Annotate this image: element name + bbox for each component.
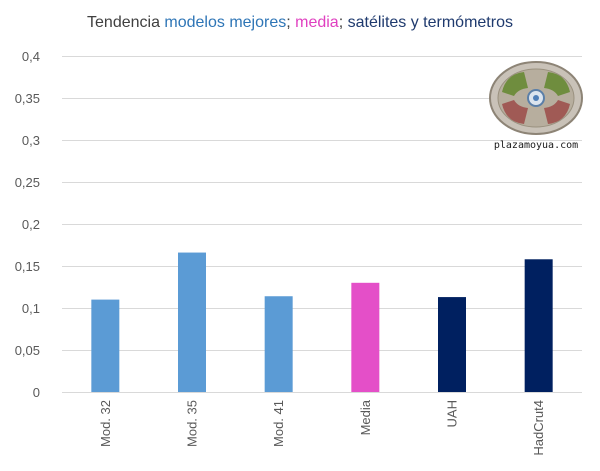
logo-garden-1 [502,72,528,96]
chart-title: Tendencia modelos mejores; media; satéli… [0,14,600,32]
y-tick-label: 0,25 [15,175,40,190]
bar-media [351,282,380,392]
chart-title-part: satélites y termómetros [347,14,513,31]
x-tick-label: HadCrut4 [531,400,546,456]
chart-title-part: modelos mejores [164,14,287,31]
watermark-text: plazamoyua.com [494,140,578,151]
watermark-logo: plazamoyua.com [489,61,583,151]
x-tick-label: Media [358,399,373,435]
chart-title-part: ; [286,14,296,31]
chart-title-part: ; [338,14,348,31]
x-tick-label: UAH [445,400,460,427]
logo-garden-4 [544,100,570,124]
bars [91,252,553,392]
y-tick-label: 0,05 [15,343,40,358]
chart-title-part: Tendencia [87,14,165,31]
chart-title-part: media [295,14,339,31]
y-tick-label: 0,1 [22,301,40,316]
y-tick-label: 0,15 [15,259,40,274]
grid-lines [62,56,582,393]
bar-hadcrut4 [524,259,553,392]
logo-garden-3 [502,100,528,124]
bar-uah [438,297,466,392]
x-axis: Mod. 32 Mod. 35 Mod. 41 Media UAH HadCrut4 [98,399,546,455]
bar-mod-35 [178,252,206,392]
bar-mod-41 [264,296,293,392]
y-tick-label: 0,3 [22,133,40,148]
y-tick-label: 0 [33,385,40,400]
y-tick-label: 0,4 [22,49,40,64]
x-tick-label: Mod. 41 [271,400,286,447]
y-axis: 0 0,05 0,1 0,15 0,2 0,25 0,3 0,35 0,4 [15,49,40,400]
x-tick-label: Mod. 32 [98,400,113,447]
logo-garden-2 [544,72,570,96]
bar-mod-32 [91,299,120,392]
y-tick-label: 0,35 [15,91,40,106]
logo-fountain-center [533,95,539,101]
x-tick-label: Mod. 35 [185,400,200,447]
y-tick-label: 0,2 [22,217,40,232]
